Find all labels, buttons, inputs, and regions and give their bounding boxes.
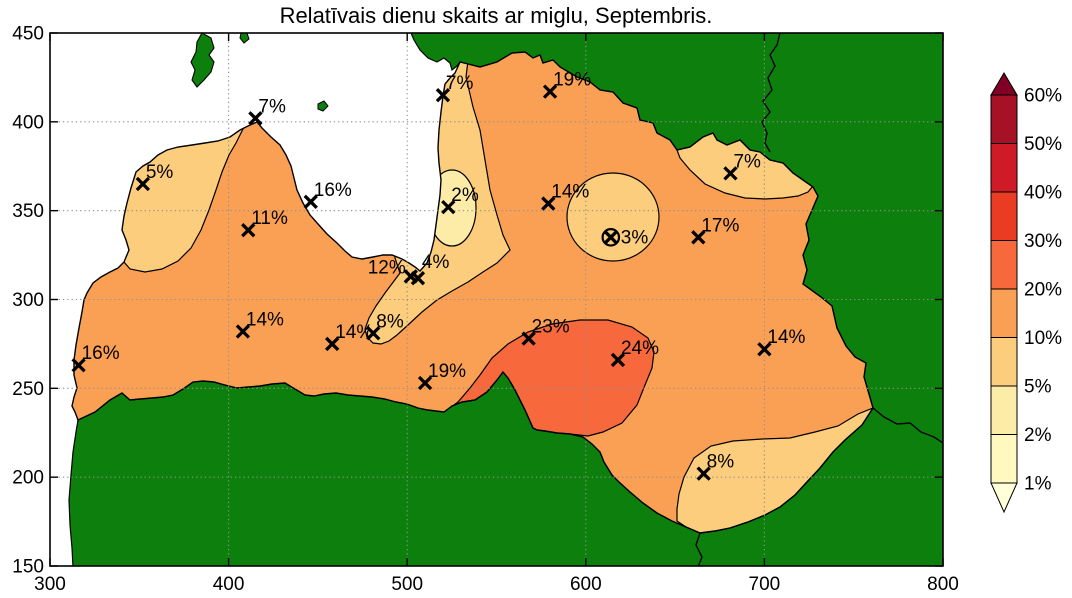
station-value-label: 4% [422,252,450,273]
latvia-outline [71,51,874,534]
y-tick-label-400: 400 [12,112,44,133]
station-value-label: 3% [621,227,649,248]
colorbar-segment-40% [990,143,1018,193]
colorbar-tick-label-40%: 40% [1024,183,1062,204]
colorbar-segment-20% [990,240,1018,290]
stations-layer: 7% 19%7%5%16%11%2% 14%3%17%7%12% 4%8%14%14%… [71,70,806,481]
station-circle-marker [601,228,621,247]
colorbar-segment-30% [990,191,1018,241]
station-value-label: 2% [451,185,479,206]
station-x-marker [541,196,556,211]
map-plot-area: 7% 19%7%5%16%11%2% 14%3%17%7%12% 4%8%14%14%… [50,33,943,566]
station-x-marker [441,199,456,215]
colorbar-tick-label-10%: 10% [1024,328,1062,349]
station-value-label: 8% [707,452,735,473]
station-x-marker [603,230,618,245]
y-tick-label-250: 250 [12,379,44,400]
contour-bands [79,52,873,533]
station-x-marker [757,342,772,357]
y-tick-label-150: 150 [12,557,44,578]
station-x-marker [235,324,251,339]
station-x-marker [248,111,263,126]
colorbar-upper-arrow [990,72,1018,96]
station-value-label: 7% [733,151,761,172]
station-x-marker [610,352,626,368]
border-line-east [872,407,943,444]
station-value-label: 14% [335,322,373,343]
gridlines [50,33,943,566]
station-x-marker [71,358,86,373]
station-x-marker [723,166,738,181]
station-x-marker [542,84,558,99]
station-value-label: 5% [146,162,174,183]
station-x-marker [435,88,451,103]
x-tick-label-800: 800 [927,574,959,595]
colorbar-tick-label-30%: 30% [1024,231,1062,252]
axis-tick-labels: 300 400 500 600 700 800 450 400 350 300 250 200 150 [12,24,959,596]
y-tick-label-350: 350 [12,201,44,222]
station-x-marker [410,271,426,286]
station-value-label: 14% [246,309,284,330]
station-x-marker [241,223,256,238]
station-value-label: 17% [701,215,739,236]
x-tick-label-300: 300 [34,574,66,595]
station-value-label: 23% [532,317,570,338]
station-value-label: 14% [551,182,589,203]
x-tick-label-700: 700 [749,574,781,595]
colorbar-tick-label-60%: 60% [1024,86,1062,107]
colorbar-segment-50% [990,94,1018,144]
station-x-marker [691,230,706,245]
station-x-marker [135,176,151,192]
station-value-label: 19% [428,361,466,382]
x-tick-label-500: 500 [391,574,423,595]
ruhnu-island [317,100,329,112]
border-river-line-north [761,33,781,153]
colorbar-lower-arrow [990,482,1018,514]
station-x-marker [303,194,318,209]
station-x-marker [325,336,340,352]
station-value-label: 14% [767,327,805,348]
station-x-marker [417,375,433,391]
band-5-10-oval-riga-east [566,172,660,262]
x-tick-label-600: 600 [570,574,602,595]
station-x-marker [696,466,711,481]
colorbar-tick-label-20%: 20% [1024,280,1062,301]
y-tick-label-200: 200 [12,468,44,489]
chart-title: Relatīvais dienu skaits ar miglu, Septem… [280,3,713,28]
colorbar-tick-label-50%: 50% [1024,134,1062,155]
station-value-label: 11% [251,208,288,229]
small-islet [239,33,250,44]
colorbar-tick-label-2%: 2% [1024,425,1052,446]
colorbar-segment-5% [990,337,1018,387]
station-value-label: 16% [314,180,352,201]
colorbar-segment-1% [990,434,1018,484]
y-tick-label-450: 450 [12,24,44,45]
station-x-marker [366,326,381,341]
colorbar: 60% 50% 40% 30% 20% 10% 5% 2% 1% [990,72,1062,514]
station-value-label: 24% [621,338,659,359]
station-value-label: 16% [82,343,120,364]
colorbar-tick-label-5%: 5% [1024,377,1052,398]
x-tick-label-400: 400 [213,574,245,595]
station-value-label: 12% [368,257,406,278]
colorbar-tick-label-1%: 1% [1024,474,1052,495]
border-line-southeast [695,532,703,566]
axis-ticks [49,32,944,567]
station-value-label: 7% [446,73,474,94]
y-tick-label-300: 300 [12,290,44,311]
station-value-label: 19% [553,70,591,91]
colorbar-segment-10% [990,288,1018,338]
station-x-marker [521,331,536,346]
saaremaa-island [190,33,215,88]
station-value-label: 8% [376,311,404,332]
station-value-label: 7% [258,96,286,117]
latvia-band-10-20 [72,52,873,533]
colorbar-segment-2% [990,385,1018,435]
